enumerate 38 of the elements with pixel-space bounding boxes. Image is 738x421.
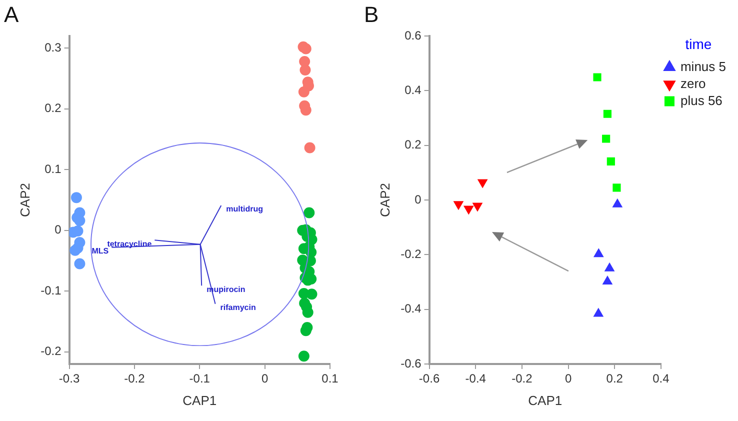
x-tick-label: 0.4 xyxy=(652,372,670,386)
y-tick-label: -0.2 xyxy=(400,246,422,261)
x-axis-title: CAP1 xyxy=(528,392,562,408)
annotation: multidrug xyxy=(226,204,264,214)
y-tick-label: 0.1 xyxy=(44,162,62,176)
y-tick-label: -0.1 xyxy=(40,283,62,298)
y-tick-label: 0.6 xyxy=(404,28,422,42)
x-tick-label: -0.3 xyxy=(58,372,80,386)
x-tick-label: -0.4 xyxy=(465,372,486,386)
x-tick-label: -0.2 xyxy=(512,372,533,386)
y-tick-label: 0.4 xyxy=(404,82,422,97)
x-tick-label: 0.1 xyxy=(322,372,339,386)
x-tick-label: 0.2 xyxy=(606,372,624,386)
x-tick-label: -0.6 xyxy=(418,372,440,386)
x-tick-label: 0 xyxy=(261,372,268,386)
y-tick-label: 0.2 xyxy=(44,101,62,116)
y-tick-label: 0 xyxy=(414,192,422,206)
legend-title: time xyxy=(685,36,712,52)
text: B xyxy=(364,2,379,28)
annotation: tetracycline xyxy=(107,239,152,248)
y-tick-label: 0.3 xyxy=(44,40,62,54)
y-tick-label: 0 xyxy=(54,222,62,237)
legend-label: zero xyxy=(680,76,706,91)
annotation: rifamycin xyxy=(220,303,256,312)
x-tick-label: -0.2 xyxy=(124,372,146,386)
text: A xyxy=(4,2,19,28)
y-tick-label: -0.6 xyxy=(400,356,422,370)
y-axis-title: CAP2 xyxy=(377,183,392,217)
x-tick-label: 0 xyxy=(564,372,572,386)
y-axis-title: CAP2 xyxy=(17,183,32,217)
legend-label: minus 5 xyxy=(680,58,726,74)
y-tick-label: 0.2 xyxy=(404,138,422,152)
x-tick-label: -0.1 xyxy=(189,372,210,386)
annotation: MLS xyxy=(92,246,110,256)
x-axis-title: CAP1 xyxy=(182,392,217,408)
legend-label: plus 56 xyxy=(680,92,722,108)
y-tick-label: -0.4 xyxy=(400,302,422,316)
y-tick-label: -0.2 xyxy=(40,344,62,358)
